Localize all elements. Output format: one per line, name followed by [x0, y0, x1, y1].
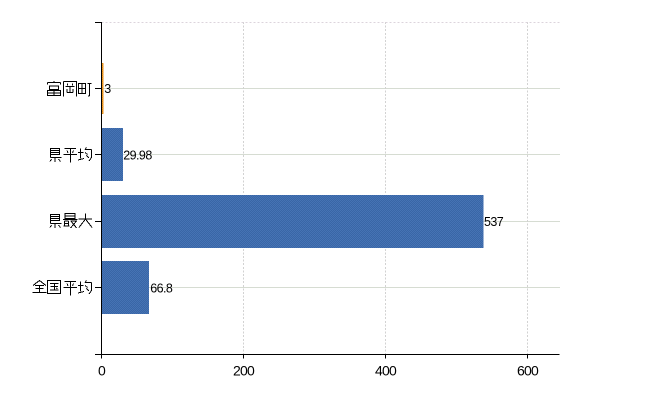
svg-text:200: 200	[233, 363, 255, 379]
svg-text:600: 600	[517, 363, 539, 379]
svg-text:537: 537	[484, 215, 504, 229]
svg-text:66.8: 66.8	[150, 282, 173, 296]
svg-text:400: 400	[375, 363, 397, 379]
svg-text:29.98: 29.98	[123, 148, 152, 162]
svg-text:0: 0	[98, 363, 106, 379]
svg-text:3: 3	[104, 82, 111, 96]
